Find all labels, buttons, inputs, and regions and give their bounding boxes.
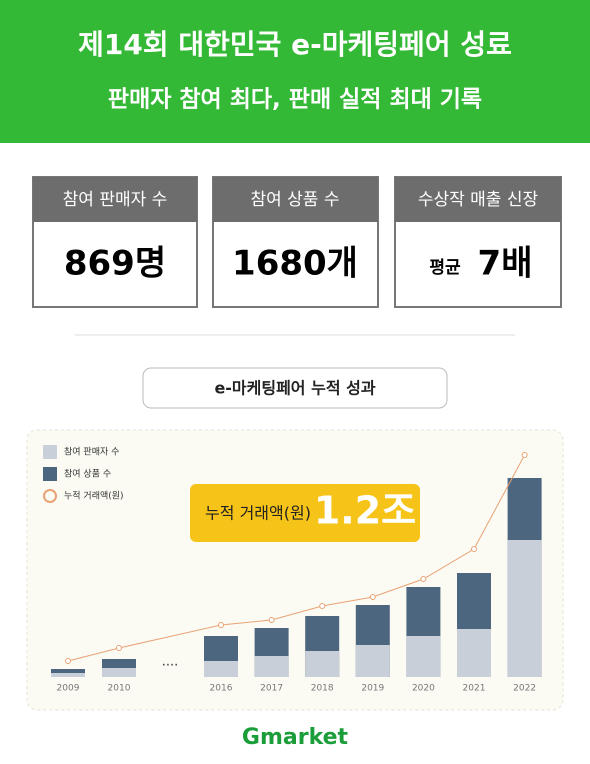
stat-cards: 참여 판매자 수 869명 참여 상품 수 1680개 수상작 매출 신장 평균…: [32, 176, 562, 308]
card-head: [213, 177, 378, 222]
card-label: 수상작 매출 신장: [418, 190, 539, 210]
bar: [204, 661, 238, 677]
legend-label: 참여 판매자 수: [64, 446, 119, 458]
bar: [305, 651, 340, 677]
card-head: [33, 177, 197, 222]
legend-swatch: [43, 445, 57, 459]
card-value: 1680개: [232, 244, 358, 284]
x-tick-label: 2009: [57, 684, 80, 694]
x-tick-label: 2017: [260, 684, 283, 694]
x-tick-label: 2010: [108, 684, 131, 694]
x-tick-label: 2016: [210, 684, 233, 694]
section-title: e-마케팅페어 누적 성과: [214, 379, 375, 398]
header-bg: [0, 0, 590, 143]
section-pill: [142, 367, 448, 409]
line-point: [319, 603, 326, 609]
gap-label: ....: [162, 655, 179, 670]
card-label: 참여 상품 수: [250, 190, 339, 210]
chart: 2009 2010 2016 2017 2018 2019 2020 2021 2022....…: [43, 445, 542, 694]
bar: [254, 656, 289, 677]
x-tick-label: 2019: [361, 684, 384, 694]
legend-label: 참여 상품 수: [64, 468, 111, 480]
line-point: [268, 617, 275, 623]
card-value: 869명: [64, 244, 166, 284]
badge-value: 1.2조: [314, 489, 416, 533]
bar: [457, 629, 491, 677]
card-label: 참여 판매자 수: [63, 190, 168, 210]
bar: [406, 636, 441, 677]
legend-swatch: [43, 489, 57, 503]
bar: [507, 540, 542, 677]
line-point: [521, 452, 528, 458]
x-tick-label: 2018: [311, 684, 334, 694]
line-point: [369, 594, 376, 600]
x-tick-label: 2021: [463, 684, 486, 694]
legend-swatch: [43, 467, 57, 481]
bar: [102, 668, 136, 677]
line-point: [116, 645, 122, 651]
bar: [51, 673, 85, 677]
badge: [190, 484, 420, 542]
title: 제14회 대한민국 e-마케팅페어 성료: [78, 28, 512, 61]
badge-label: 누적 거래액(원): [205, 504, 311, 523]
subtitle: 판매자 참여 최다, 판매 실적 최대 기록: [108, 87, 482, 113]
card-prefix: 평균: [429, 258, 461, 278]
card-head: [395, 177, 561, 222]
line-point: [65, 658, 71, 664]
x-tick-label: 2020: [412, 684, 435, 694]
bar: [355, 645, 390, 677]
card-value: 7배: [478, 244, 533, 284]
line-point: [420, 576, 427, 582]
legend-label: 누적 거래액(원): [64, 490, 124, 502]
x-tick-label: 2022: [513, 684, 536, 694]
logo: Gmarket: [242, 725, 349, 750]
line-point: [471, 546, 477, 552]
line-point: [218, 622, 224, 628]
